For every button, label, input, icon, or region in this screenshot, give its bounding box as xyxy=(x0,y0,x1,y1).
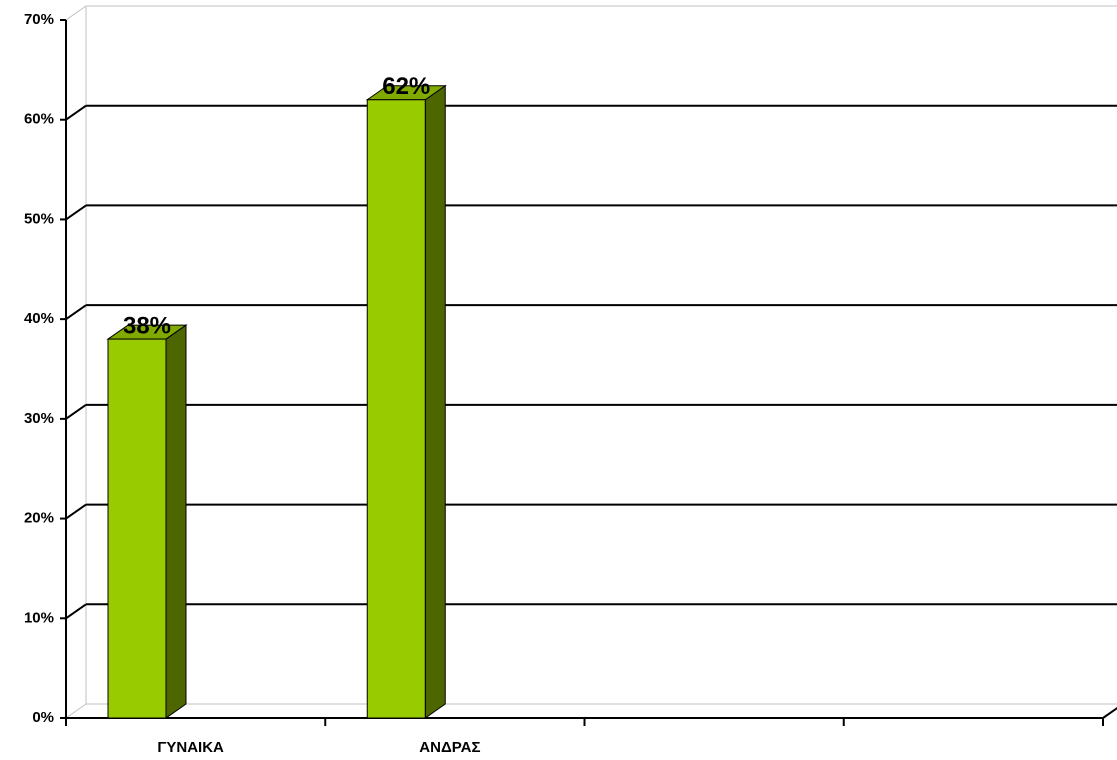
data-label: 38% xyxy=(123,312,171,339)
y-tick-label: 60% xyxy=(24,111,54,128)
grid-line xyxy=(65,603,87,620)
y-tick-label: 50% xyxy=(24,210,54,227)
floor-right-edge xyxy=(1102,706,1117,719)
bar xyxy=(107,338,167,719)
bar-side xyxy=(424,84,446,719)
y-tick-label: 10% xyxy=(24,609,54,626)
grid-line xyxy=(65,703,87,719)
grid-line xyxy=(65,5,87,21)
y-tick-label: 70% xyxy=(24,11,54,28)
bar xyxy=(366,99,426,719)
grid-line xyxy=(65,104,87,121)
y-tick-label: 40% xyxy=(24,310,54,327)
x-tick-label: ΑΝΔΡΑΣ xyxy=(419,739,480,756)
grid-line xyxy=(65,304,87,320)
grid-line xyxy=(65,204,87,221)
x-tick-label: ΓΥΝΑΙΚΑ xyxy=(157,739,224,756)
y-tick-label: 20% xyxy=(24,510,54,527)
grid-line xyxy=(65,404,87,420)
grid-line xyxy=(65,503,87,520)
y-tick-label: 0% xyxy=(32,709,54,726)
bar-side xyxy=(165,324,187,719)
data-label: 62% xyxy=(382,73,430,100)
y-tick-label: 30% xyxy=(24,410,54,427)
